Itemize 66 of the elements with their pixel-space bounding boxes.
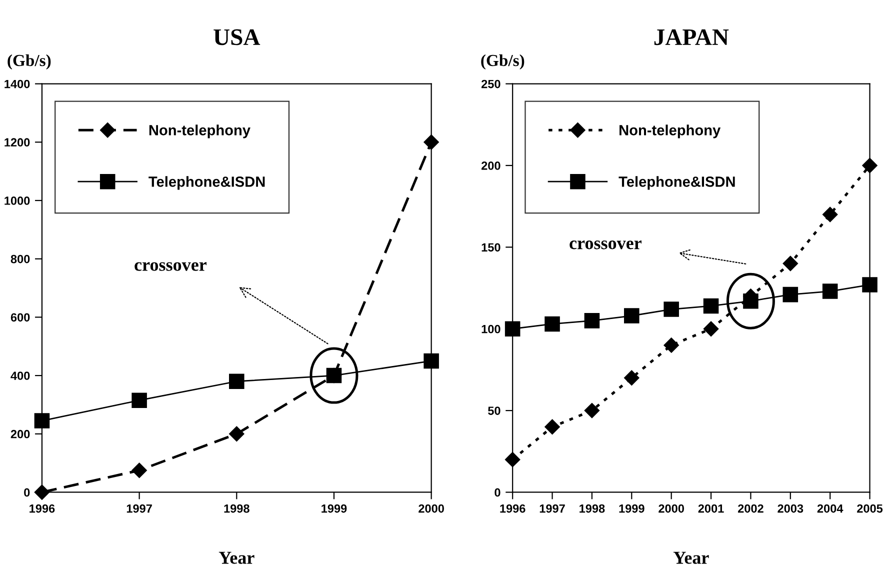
point [584,402,600,418]
point [544,316,560,332]
y-tick-label: 200 [481,162,500,170]
point [822,206,838,222]
y-tick-label: 1200 [4,138,30,147]
point [703,298,719,314]
point [504,321,520,337]
point [624,308,640,324]
y-tick-label: 100 [482,324,500,334]
legend-label: Telephone&ISDN [618,176,735,190]
x-tick-label: 1998 [580,504,605,513]
point [584,313,600,328]
point [544,419,560,434]
point [822,284,838,299]
legend-label: Non-telephony [149,124,250,138]
y-tick-label: 400 [10,372,30,380]
point [862,277,878,292]
x-tick-label: 1996 [30,504,55,513]
annotation: crossover [134,262,206,271]
x-tick-label: 2003 [778,504,804,513]
point [424,134,439,150]
y-tick-label: 150 [482,243,500,252]
x-axis-title: Year [218,552,254,564]
point [664,338,679,353]
x-axis-title: Year [673,552,709,564]
x-tick-label: 1997 [540,504,565,513]
y-axis-title: (Gb/s) [8,54,51,70]
point [229,374,244,390]
y-tick-label: 800 [10,254,30,264]
x-tick-label: 2001 [698,504,724,513]
chart-title: USA [214,29,260,46]
y-tick-label: 1400 [4,80,30,88]
point [505,452,520,468]
point [424,353,439,369]
y-axis-title: (Gb/s) [481,54,524,70]
x-tick-label: 2000 [658,504,684,513]
x-tick-label: 2004 [817,504,844,513]
y-tick-label: 200 [10,430,30,438]
chart-title: JAPAN [654,29,729,46]
point [132,392,147,408]
x-tick-label: 1996 [500,504,526,513]
point [703,321,719,336]
x-tick-label: 1998 [224,504,250,513]
x-tick-label: 1999 [619,504,644,513]
point [229,426,244,442]
y-tick-label: 0 [24,488,30,497]
x-tick-label: 2000 [418,504,444,513]
y-tick-label: 0 [494,488,500,497]
point [624,370,640,386]
x-tick-label: 1999 [322,504,347,513]
point [34,484,50,500]
point [782,286,798,302]
y-tick-label: 600 [10,313,30,322]
legend-label: Telephone&ISDN [148,176,265,190]
point [782,256,798,272]
legend-label: Non-telephony [620,124,721,138]
x-tick-label: 2005 [857,504,883,513]
x-tick-label: 1997 [126,504,152,513]
y-tick-label: 250 [481,80,500,88]
y-tick-label: 50 [488,406,500,415]
y-tick-label: 1000 [4,196,30,205]
x-tick-label: 2002 [738,504,764,513]
annotation: crossover [570,240,642,250]
point [34,413,50,428]
point [132,462,147,478]
point [664,302,679,317]
